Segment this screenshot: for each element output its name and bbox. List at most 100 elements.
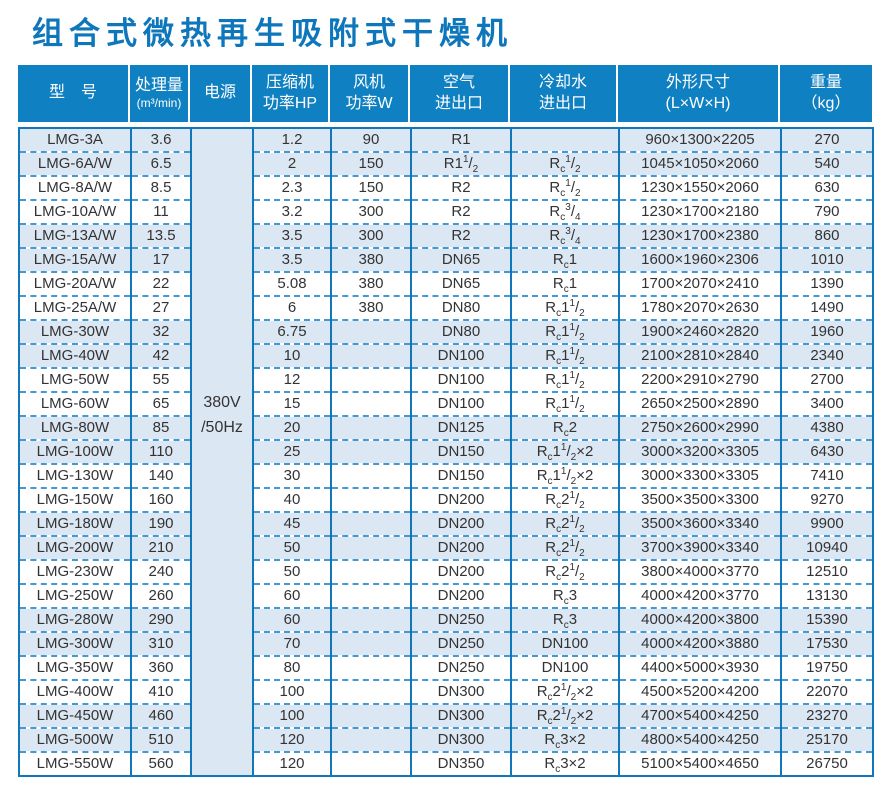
table-row: LMG-40W 42 10 DN100 Rc11/2 2100×2810×2840 2340 bbox=[18, 344, 874, 369]
cell-compressor-power: 3.5 bbox=[252, 224, 332, 249]
cell-model: LMG-200W bbox=[18, 536, 132, 561]
cell-weight: 790 bbox=[780, 200, 874, 225]
cell-dimensions: 960×1300×2205 bbox=[618, 128, 782, 153]
cell-capacity: 290 bbox=[130, 608, 192, 633]
cell-fan-power bbox=[330, 584, 412, 609]
cell-cooling-port: Rc11/2 bbox=[510, 392, 620, 417]
cell-fan-power bbox=[330, 536, 412, 561]
cell-dimensions: 4000×4200×3770 bbox=[618, 584, 782, 609]
cell-model: LMG-6A/W bbox=[18, 152, 132, 177]
cell-capacity: 17 bbox=[130, 248, 192, 273]
cell-capacity: 110 bbox=[130, 440, 192, 465]
col-header-air-line2: 进出口 bbox=[434, 94, 483, 112]
cell-model: LMG-280W bbox=[18, 608, 132, 633]
col-header-dimensions: 外形尺寸 (L×W×H) bbox=[618, 65, 780, 122]
table-row: LMG-180W 190 45 DN200 Rc21/2 3500×3600×3340 99… bbox=[18, 512, 874, 537]
cell-model: LMG-450W bbox=[18, 704, 132, 729]
cell-air-port: R2 bbox=[410, 176, 512, 201]
cell-model: LMG-300W bbox=[18, 632, 132, 657]
cell-weight: 25170 bbox=[780, 728, 874, 753]
cell-air-port: DN65 bbox=[410, 248, 512, 273]
cell-dimensions: 3000×3200×3305 bbox=[618, 440, 782, 465]
cell-model: LMG-10A/W bbox=[18, 200, 132, 225]
cell-cooling-port: Rc21/2 bbox=[510, 536, 620, 561]
cell-model: LMG-180W bbox=[18, 512, 132, 537]
cell-compressor-power: 50 bbox=[252, 560, 332, 585]
page: 组合式微热再生吸附式干燥机 型 号 处理量 (m³/min) 电源 压缩机 功率… bbox=[0, 8, 878, 777]
cell-capacity: 510 bbox=[130, 728, 192, 753]
cell-model: LMG-15A/W bbox=[18, 248, 132, 273]
cell-dimensions: 4000×4200×3800 bbox=[618, 608, 782, 633]
cell-model: LMG-350W bbox=[18, 656, 132, 681]
cell-compressor-power: 6 bbox=[252, 296, 332, 321]
cell-fan-power bbox=[330, 368, 412, 393]
cell-compressor-power: 120 bbox=[252, 752, 332, 777]
cell-weight: 13130 bbox=[780, 584, 874, 609]
cell-model: LMG-250W bbox=[18, 584, 132, 609]
cell-air-port: DN200 bbox=[410, 584, 512, 609]
col-header-power-supply-line1: 电源 bbox=[203, 84, 236, 102]
cell-cooling-port: Rc3/4 bbox=[510, 200, 620, 225]
cell-weight: 270 bbox=[780, 128, 874, 153]
cell-weight: 3400 bbox=[780, 392, 874, 417]
col-header-weight-line1: 重量 bbox=[809, 73, 842, 91]
cell-cooling-port: Rc21/2 bbox=[510, 488, 620, 513]
cell-air-port: DN100 bbox=[410, 392, 512, 417]
cell-fan-power: 150 bbox=[330, 152, 412, 177]
cell-fan-power: 380 bbox=[330, 296, 412, 321]
cell-model: LMG-50W bbox=[18, 368, 132, 393]
cell-capacity: 410 bbox=[130, 680, 192, 705]
cell-model: LMG-400W bbox=[18, 680, 132, 705]
cell-weight: 9270 bbox=[780, 488, 874, 513]
cell-air-port: R2 bbox=[410, 200, 512, 225]
cell-cooling-port: Rc11/2 bbox=[510, 296, 620, 321]
cell-fan-power bbox=[330, 608, 412, 633]
cell-weight: 1010 bbox=[780, 248, 874, 273]
cell-dimensions: 4400×5000×3930 bbox=[618, 656, 782, 681]
cell-weight: 17530 bbox=[780, 632, 874, 657]
cell-dimensions: 1045×1050×2060 bbox=[618, 152, 782, 177]
cell-fan-power bbox=[330, 512, 412, 537]
cell-compressor-power: 100 bbox=[252, 704, 332, 729]
cell-air-port: DN80 bbox=[410, 320, 512, 345]
cell-dimensions: 1780×2070×2630 bbox=[618, 296, 782, 321]
cell-weight: 860 bbox=[780, 224, 874, 249]
cell-dimensions: 1230×1550×2060 bbox=[618, 176, 782, 201]
cell-model: LMG-20A/W bbox=[18, 272, 132, 297]
cell-dimensions: 3000×3300×3305 bbox=[618, 464, 782, 489]
cell-weight: 2340 bbox=[780, 344, 874, 369]
cell-weight: 23270 bbox=[780, 704, 874, 729]
table-header-row: 型 号 处理量 (m³/min) 电源 压缩机 功率HP 风机 功率W 空气 进… bbox=[18, 65, 872, 122]
cell-fan-power bbox=[330, 488, 412, 513]
cell-compressor-power: 5.08 bbox=[252, 272, 332, 297]
cell-dimensions: 4800×5400×4250 bbox=[618, 728, 782, 753]
cell-compressor-power: 80 bbox=[252, 656, 332, 681]
cell-capacity: 42 bbox=[130, 344, 192, 369]
cell-compressor-power: 30 bbox=[252, 464, 332, 489]
cell-capacity: 22 bbox=[130, 272, 192, 297]
cell-air-port: DN300 bbox=[410, 704, 512, 729]
cell-dimensions: 3800×4000×3770 bbox=[618, 560, 782, 585]
cell-compressor-power: 20 bbox=[252, 416, 332, 441]
cell-model: LMG-100W bbox=[18, 440, 132, 465]
cell-capacity: 13.5 bbox=[130, 224, 192, 249]
cell-compressor-power: 70 bbox=[252, 632, 332, 657]
cell-compressor-power: 50 bbox=[252, 536, 332, 561]
col-header-air-line1: 空气 bbox=[442, 73, 475, 91]
cell-cooling-port: Rc1 bbox=[510, 248, 620, 273]
cell-cooling-port bbox=[510, 128, 620, 153]
cell-fan-power bbox=[330, 440, 412, 465]
cell-capacity: 210 bbox=[130, 536, 192, 561]
table-row: LMG-150W 160 40 DN200 Rc21/2 3500×3500×3300 92… bbox=[18, 488, 874, 513]
cell-capacity: 65 bbox=[130, 392, 192, 417]
cell-air-port: R1 bbox=[410, 128, 512, 153]
cell-model: LMG-30W bbox=[18, 320, 132, 345]
cell-air-port: DN150 bbox=[410, 440, 512, 465]
cell-capacity: 460 bbox=[130, 704, 192, 729]
cell-dimensions: 2750×2600×2990 bbox=[618, 416, 782, 441]
cell-model: LMG-550W bbox=[18, 752, 132, 777]
cell-fan-power: 300 bbox=[330, 224, 412, 249]
col-header-capacity: 处理量 (m³/min) bbox=[130, 65, 190, 122]
cell-cooling-port: Rc11/2×2 bbox=[510, 464, 620, 489]
cell-cooling-port: DN100 bbox=[510, 632, 620, 657]
